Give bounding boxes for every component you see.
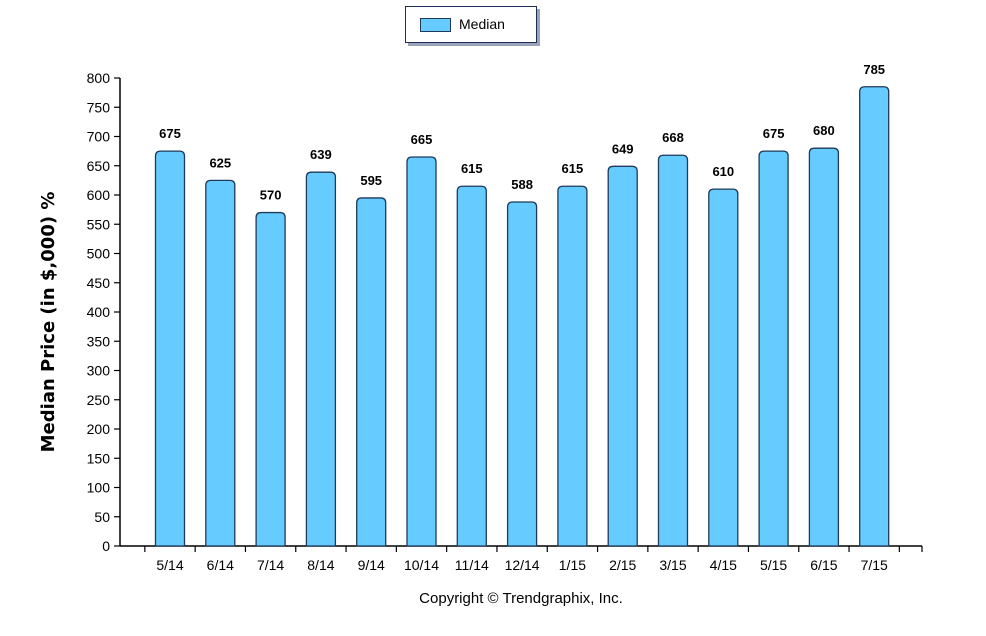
bar-7-14	[255, 211, 286, 547]
x-tick-label: 3/15	[659, 557, 686, 573]
data-label: 610	[712, 164, 734, 179]
bar-7-15	[859, 86, 890, 547]
bar-5-14	[154, 150, 186, 547]
legend-label-median: Median	[459, 16, 505, 32]
data-label: 615	[562, 161, 584, 176]
x-tick-label: 5/15	[760, 557, 787, 573]
y-tick-label: 250	[87, 392, 111, 408]
x-tick-label: 5/14	[156, 557, 183, 573]
y-tick-label: 350	[87, 333, 111, 349]
bar-6-15	[808, 147, 840, 547]
x-tick-label: 2/15	[609, 557, 636, 573]
x-tick-label: 6/14	[207, 557, 234, 573]
bar-9-14	[356, 197, 387, 547]
bar-3-15	[657, 154, 689, 547]
data-label: 680	[813, 123, 835, 138]
copyright-text: Copyright © Trendgraphix, Inc.	[419, 590, 623, 607]
y-tick-label: 800	[87, 70, 111, 86]
y-axis-title: Median Price (in $,000) %	[38, 192, 59, 453]
y-tick-label: 450	[87, 275, 111, 291]
y-tick-label: 400	[87, 304, 111, 320]
y-tick-label: 100	[87, 480, 111, 496]
data-label: 675	[763, 126, 785, 141]
bar-6-14	[205, 179, 236, 547]
y-tick-label: 650	[87, 158, 111, 174]
bar-4-15	[708, 188, 739, 547]
bar-10-14	[406, 156, 437, 547]
data-label: 595	[360, 173, 382, 188]
y-tick-label: 150	[87, 450, 111, 466]
y-tick-label: 700	[87, 129, 111, 145]
x-tick-label: 1/15	[559, 557, 586, 573]
y-tick-label: 600	[87, 187, 111, 203]
data-label: 649	[612, 141, 634, 156]
bar-1-15	[557, 185, 588, 547]
x-tick-label: 11/14	[455, 557, 489, 573]
data-label: 588	[511, 177, 533, 192]
y-tick-label: 750	[87, 99, 111, 115]
data-label: 665	[411, 132, 433, 147]
bar-5-15	[758, 150, 789, 547]
x-tick-label: 9/14	[358, 557, 385, 573]
x-tick-label: 4/15	[710, 557, 737, 573]
y-tick-label: 50	[94, 509, 110, 525]
bar-12-14	[506, 201, 538, 547]
bar-2-15	[607, 165, 638, 547]
legend-swatch-median	[420, 18, 451, 32]
data-label: 639	[310, 147, 332, 162]
bar-8-14	[305, 171, 337, 547]
data-label: 668	[662, 130, 684, 145]
data-label: 625	[209, 155, 231, 170]
x-tick-label: 10/14	[404, 557, 439, 573]
y-tick-label: 500	[87, 246, 111, 262]
data-label: 785	[863, 62, 885, 77]
chart-legend: Median	[405, 6, 537, 43]
y-tick-label: 0	[102, 538, 110, 554]
x-tick-label: 6/15	[810, 557, 837, 573]
y-tick-label: 300	[87, 363, 111, 379]
data-label: 675	[159, 126, 181, 141]
y-tick-label: 550	[87, 216, 111, 232]
data-label: 615	[461, 161, 483, 176]
x-tick-label: 7/14	[257, 557, 284, 573]
x-tick-label: 12/14	[505, 557, 540, 573]
y-tick-label: 200	[87, 421, 111, 437]
x-tick-label: 8/14	[307, 557, 334, 573]
bar-11-14	[456, 185, 487, 547]
data-label: 570	[260, 188, 282, 203]
x-tick-label: 7/15	[861, 557, 888, 573]
